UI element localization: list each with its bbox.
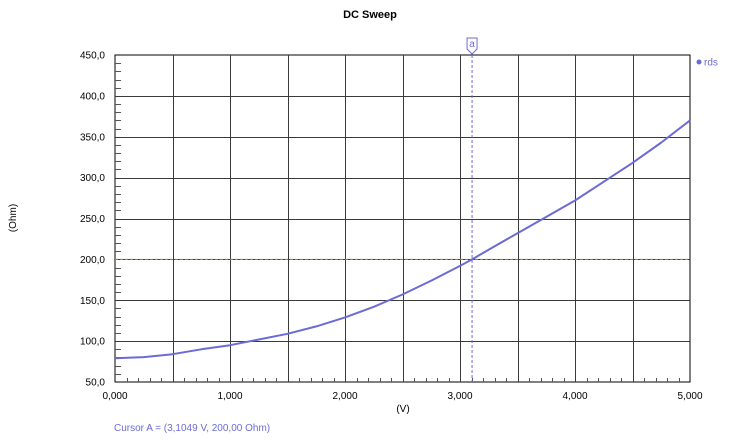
x-tick-label: 4,000	[562, 391, 587, 402]
y-axis-label: (Ohm)	[8, 204, 19, 232]
y-tick-label: 200,0	[80, 255, 105, 266]
y-axis-tick-labels: 50,0 100,0 150,0 200,0 250,0 300,0 350,0 400,0 4…	[80, 51, 105, 389]
x-tick-label: 5,000	[677, 391, 702, 402]
y-tick-label: 150,0	[80, 296, 105, 307]
plot-area	[114, 54, 691, 383]
x-tick-label: 2,000	[332, 391, 357, 402]
legend-marker-rds	[696, 59, 702, 65]
y-tick-label: 350,0	[80, 132, 105, 143]
y-tick-label: 250,0	[80, 214, 105, 225]
chart-title: DC Sweep	[343, 9, 397, 21]
cursor-a-marker[interactable]: a	[466, 37, 478, 55]
x-tick-label: 1,000	[217, 391, 242, 402]
x-tick-label: 3,000	[447, 391, 472, 402]
legend: rds	[696, 58, 718, 69]
series-line-rds	[114, 119, 691, 360]
cursor-a-flag[interactable]	[466, 37, 478, 55]
cursor-readout: Cursor A = (3,1049 V, 200,00 Ohm)	[114, 423, 270, 434]
x-axis-tick-labels: 0,000 1,000 2,000 3,000 4,000 5,000	[102, 391, 702, 402]
y-tick-label: 100,0	[80, 337, 105, 348]
legend-label-rds: rds	[704, 58, 718, 69]
y-tick-label: 400,0	[80, 91, 105, 102]
x-tick-label: 0,000	[102, 391, 127, 402]
x-axis-label: (V)	[396, 404, 409, 415]
minor-ticks	[115, 63, 680, 382]
cursor-a-label: a	[469, 39, 475, 50]
y-tick-label: 300,0	[80, 173, 105, 184]
y-tick-label: 50,0	[86, 378, 106, 389]
y-tick-label: 450,0	[80, 51, 105, 62]
